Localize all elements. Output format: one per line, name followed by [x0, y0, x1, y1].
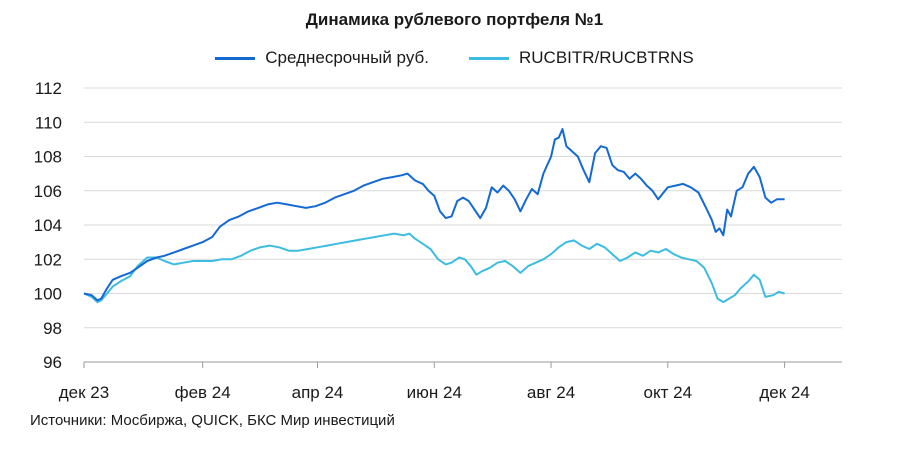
y-tick-label-100: 100 [34, 285, 62, 304]
legend-label-series-1: Среднесрочный руб. [265, 48, 429, 67]
legend-swatch-series-1 [215, 56, 256, 60]
x-tick-label-3: июн 24 [407, 383, 462, 402]
x-tick-label-2: апр 24 [292, 383, 344, 402]
x-tick-label-5: окт 24 [644, 383, 693, 402]
x-tick-label-4: авг 24 [527, 383, 575, 402]
y-tick-label-112: 112 [35, 79, 62, 98]
y-tick-label-96: 96 [43, 353, 62, 372]
y-tick-label-106: 106 [34, 182, 62, 201]
legend-item-series-1: Среднесрочный руб. [215, 48, 429, 68]
y-tick-label-102: 102 [34, 250, 62, 269]
source-note: Источники: Мосбиржа, QUICK, БКС Мир инве… [30, 412, 395, 429]
series-line-1 [83, 128, 785, 302]
chart-legend: Среднесрочный руб. RUCBITR/RUCBTRNS [0, 48, 909, 68]
y-tick-label-110: 110 [35, 113, 62, 132]
x-tick-label-1: фев 24 [175, 383, 231, 402]
legend-label-series-2: RUCBITR/RUCBTRNS [518, 48, 694, 67]
x-tick-label-0: дек 23 [59, 383, 109, 402]
y-tick-label-108: 108 [34, 148, 62, 167]
y-tick-label-98: 98 [43, 319, 62, 338]
legend-swatch-series-2 [468, 56, 509, 60]
x-tick-label-6: дек 24 [759, 383, 809, 402]
y-tick-label-104: 104 [34, 216, 62, 235]
legend-item-series-2: RUCBITR/RUCBTRNS [468, 48, 694, 68]
series-line-2 [83, 232, 785, 304]
chart-title: Динамика рублевого портфеля №1 [305, 10, 604, 29]
